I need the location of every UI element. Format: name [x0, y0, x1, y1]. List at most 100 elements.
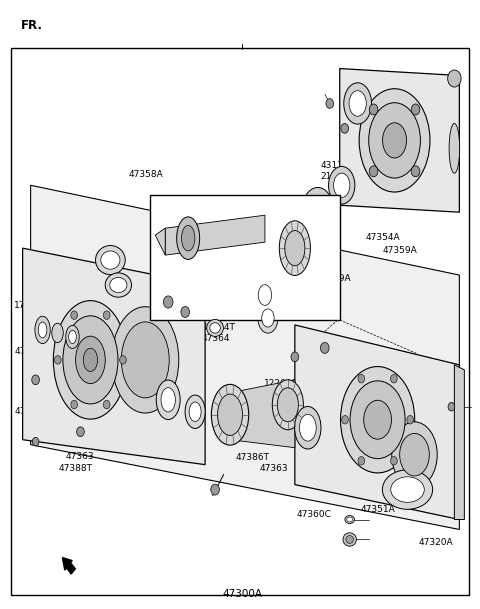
Text: 21513: 21513 [321, 172, 349, 181]
Ellipse shape [411, 104, 420, 115]
Ellipse shape [308, 195, 327, 225]
Ellipse shape [277, 388, 299, 422]
Ellipse shape [177, 217, 200, 259]
Ellipse shape [161, 388, 175, 412]
Ellipse shape [272, 380, 303, 430]
Ellipse shape [295, 406, 321, 449]
Ellipse shape [228, 218, 262, 268]
Ellipse shape [321, 342, 329, 353]
Ellipse shape [233, 227, 256, 260]
Ellipse shape [163, 296, 173, 308]
Ellipse shape [340, 367, 415, 473]
Ellipse shape [69, 330, 76, 343]
Polygon shape [455, 365, 464, 519]
Ellipse shape [258, 303, 278, 333]
Ellipse shape [53, 301, 128, 419]
Bar [150, 195, 340, 320]
Text: 47300A: 47300A [222, 589, 263, 599]
Ellipse shape [35, 316, 50, 343]
Ellipse shape [181, 225, 195, 251]
Ellipse shape [328, 166, 355, 204]
Ellipse shape [326, 99, 334, 108]
Text: 47363: 47363 [259, 463, 288, 473]
Ellipse shape [32, 437, 39, 446]
Ellipse shape [364, 400, 392, 439]
Ellipse shape [120, 356, 126, 364]
Ellipse shape [342, 415, 348, 424]
Polygon shape [230, 380, 295, 448]
Polygon shape [155, 228, 165, 255]
Ellipse shape [343, 533, 356, 546]
Text: 47357A: 47357A [115, 341, 149, 350]
Ellipse shape [105, 273, 132, 297]
Ellipse shape [350, 381, 405, 459]
Text: 47318A: 47318A [14, 407, 49, 415]
Ellipse shape [392, 422, 437, 487]
FancyArrow shape [62, 558, 75, 574]
Ellipse shape [341, 124, 348, 133]
Ellipse shape [369, 103, 420, 178]
Ellipse shape [38, 322, 47, 338]
Ellipse shape [121, 322, 169, 398]
Text: 47389A: 47389A [417, 481, 452, 490]
Ellipse shape [211, 384, 249, 445]
Ellipse shape [101, 251, 120, 269]
Ellipse shape [448, 70, 461, 87]
Ellipse shape [63, 316, 118, 404]
Ellipse shape [291, 352, 299, 362]
Text: 47314A: 47314A [48, 311, 82, 320]
Ellipse shape [96, 245, 125, 275]
Text: 47452: 47452 [201, 242, 229, 251]
Ellipse shape [302, 188, 333, 233]
Ellipse shape [345, 516, 354, 524]
Ellipse shape [156, 380, 180, 420]
Ellipse shape [71, 400, 77, 409]
Text: 43171: 43171 [321, 161, 349, 170]
Ellipse shape [103, 400, 110, 409]
Text: 47363: 47363 [65, 452, 94, 461]
Text: 47366: 47366 [207, 274, 236, 283]
Ellipse shape [52, 323, 63, 343]
Ellipse shape [255, 205, 281, 245]
Ellipse shape [383, 470, 432, 509]
Text: 47313A: 47313A [246, 206, 280, 215]
Ellipse shape [55, 356, 61, 364]
Ellipse shape [32, 375, 39, 385]
Ellipse shape [112, 307, 179, 413]
Polygon shape [295, 325, 459, 519]
Text: 47361A: 47361A [349, 487, 384, 496]
Ellipse shape [185, 395, 205, 429]
Ellipse shape [207, 320, 224, 336]
Ellipse shape [210, 323, 220, 333]
Ellipse shape [181, 306, 190, 317]
Text: 47358A: 47358A [129, 170, 164, 178]
Text: FR.: FR. [21, 19, 43, 32]
Ellipse shape [211, 484, 219, 495]
Ellipse shape [359, 89, 430, 192]
Ellipse shape [369, 166, 378, 177]
Ellipse shape [258, 284, 272, 305]
Ellipse shape [110, 278, 127, 293]
Ellipse shape [391, 375, 397, 383]
Text: 47384T: 47384T [202, 323, 236, 332]
Ellipse shape [344, 83, 372, 124]
Ellipse shape [449, 124, 460, 174]
Text: 47362: 47362 [362, 463, 391, 473]
Ellipse shape [358, 457, 365, 465]
Ellipse shape [71, 311, 77, 319]
Text: 47351A: 47351A [360, 505, 396, 514]
Ellipse shape [262, 309, 274, 327]
Text: 47349A: 47349A [317, 274, 351, 283]
Text: 1220AF: 1220AF [264, 379, 298, 388]
Ellipse shape [349, 91, 366, 116]
Text: 47332: 47332 [169, 253, 198, 262]
Text: 47364: 47364 [202, 334, 230, 343]
Text: 47320A: 47320A [419, 538, 453, 547]
Polygon shape [23, 248, 205, 465]
Text: 47353A: 47353A [308, 435, 343, 444]
Polygon shape [165, 215, 265, 255]
Text: 47388T: 47388T [58, 463, 92, 473]
Polygon shape [340, 69, 459, 212]
Text: 47383T: 47383T [99, 288, 133, 297]
Ellipse shape [66, 325, 79, 348]
